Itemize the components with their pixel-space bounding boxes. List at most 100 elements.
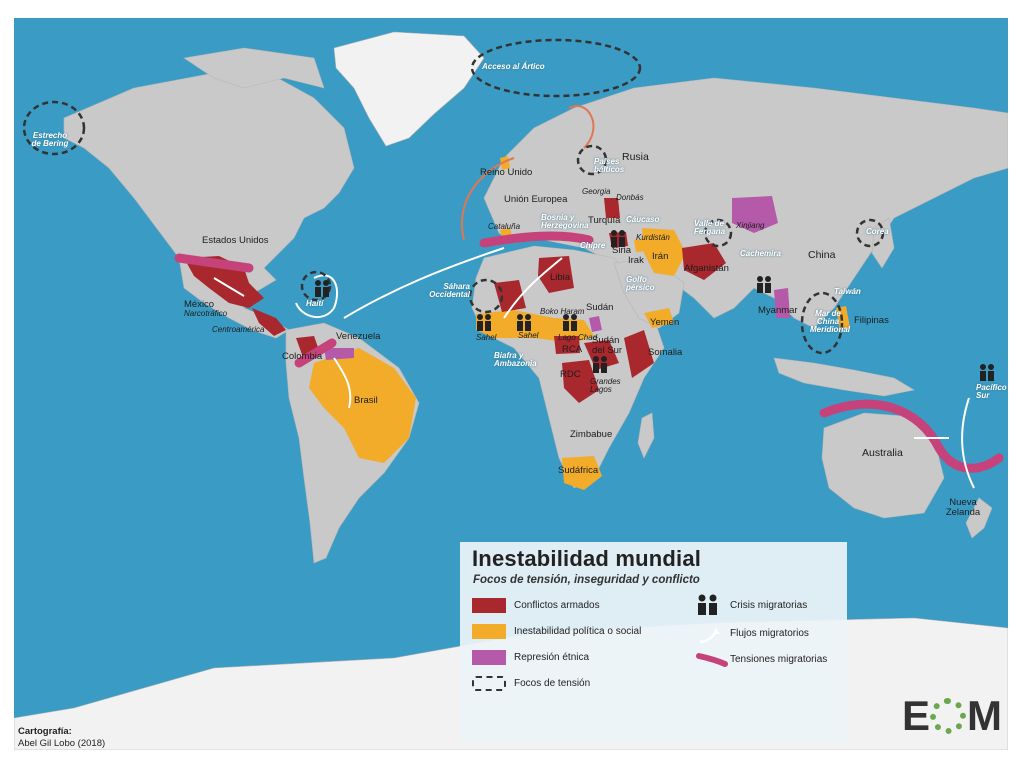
legend-item-label: Crisis migratorias [730,600,808,611]
flow-mexico-us [213,277,245,297]
arrow-north-atlantic [461,157,515,241]
label-lago-chad: Lago Chad [558,333,598,342]
ukraine-region [604,198,620,218]
label-sahara: Sáhara Occidental [429,282,470,299]
label-sahel-2: Sahel [518,331,539,340]
label-donbas: Donbás [616,193,644,202]
mexico-border-tension [174,253,254,273]
label-kurdistan: Kurdistán [636,233,670,242]
label-mar-china: Mar de China Meridional [810,309,851,334]
legend-item-label: Flujos migratorios [730,628,809,639]
label-taiwan: Taiwán [834,287,861,296]
label-venezuela: Venezuela [336,331,381,342]
eom-logo: E M [902,692,1002,739]
label-iran: Irán [652,251,669,262]
legend-item-label: Tensiones migratorias [730,654,828,665]
label-zimbabue: Zimbabue [570,429,613,440]
crisis-people-icon [980,364,994,381]
madagascar-shape [637,412,655,459]
white-arrow-icon [699,628,720,644]
flow-venezuela [333,357,352,409]
venezuela-region [324,348,354,360]
mali-region [494,280,526,312]
crisis-people-icon [517,314,531,331]
japan-shape [871,217,895,269]
label-filipinas: Filipinas [854,315,889,326]
legend-item-label: Represión étnica [514,652,590,663]
label-somalia: Somalia [648,347,683,358]
instability-regions [309,156,850,490]
logo-circle-icon [930,698,967,734]
label-chipre: Chipre [580,241,606,250]
credits-label: Cartografía: [18,726,72,737]
somalia-region [624,330,654,378]
afganistan-region [682,243,726,280]
label-brasil: Brasil [354,395,378,406]
tension-foci [22,38,885,355]
label-myanmar: Myanmar [758,305,798,316]
label-paises-balticos: Países bálticos [594,157,625,174]
sahara-focus [468,278,504,314]
greenland-shape [333,31,485,147]
mediterranean-tension [479,231,594,248]
label-rdc: RDC [560,369,581,380]
yemen-region [644,308,674,328]
legend-item-label: Inestabilidad política o social [514,626,642,637]
label-australia: Australia [862,447,903,459]
crisis-people-icon [315,280,329,297]
label-corea: Corea [866,227,889,236]
label-china: China [808,249,836,261]
dashed-outline [472,676,506,691]
centroamerica-region [252,308,286,336]
myanmar-region [774,288,790,318]
label-union-europea: Unión Europea [504,194,568,205]
brasil-region [309,348,416,463]
crisis-people-icon [593,356,607,373]
haiti-focus [300,270,332,302]
label-rca: RCA [562,344,583,355]
label-estrecho-bering: Estrecho de Bering [31,131,69,148]
kurdistan-region [634,238,664,252]
pacific-tension [819,399,1004,473]
tension-arrows [461,105,595,241]
label-bosnia: Bosnia y Herzegovina [541,213,589,230]
label-haiti: Haití [306,299,324,308]
label-boko-haram: Boko Haram [540,307,585,316]
purple-swatch [472,650,506,665]
people-icon [698,594,717,615]
ethnic-repression-regions [324,196,790,360]
xinjiang-region [732,196,778,233]
legend-item-label: Conflictos armados [514,600,600,611]
label-mexico: México [184,299,215,310]
bering-focus [22,100,86,156]
yemen-eth-region [589,316,602,332]
logo-letter-m: M [967,692,1002,739]
label-sudan: Sudán [586,302,614,313]
red-swatch [472,598,506,613]
label-caucaso: Cáucaso [626,215,660,224]
arrow-scandinavia [568,105,595,149]
label-catalunya: Cataluña [488,222,521,231]
corea-focus [855,218,885,248]
flow-pacific [961,397,975,489]
orange-swatch [472,624,506,639]
label-sahel: Sahel [476,333,497,342]
label-turquia: Turquía [588,215,621,226]
label-sudan-sur: Sudán del Sur [592,335,623,356]
label-irak: Irak [628,255,644,266]
new-zealand-shape [965,497,993,539]
sudafrica-region [562,456,602,490]
flow-caribbean [295,274,339,318]
label-afganistan: Afganistán [684,263,729,274]
label-narcotrafico: Narcotráfico [184,309,228,318]
arctic-islands-shape [183,47,325,89]
label-golfo-persico: Golfo pérsico [626,275,655,292]
label-estados-unidos: Estados Unidos [202,235,269,246]
australia-shape [821,412,945,519]
label-cachemira: Cachemira [740,249,781,258]
label-colombia: Colombia [282,351,323,362]
label-nueva-zelanda: Nueva Zelanda [945,497,981,518]
label-biafra: Biafra y Ambazonia [494,351,537,368]
flow-sahel [503,257,563,319]
pink-band-icon [696,653,728,667]
